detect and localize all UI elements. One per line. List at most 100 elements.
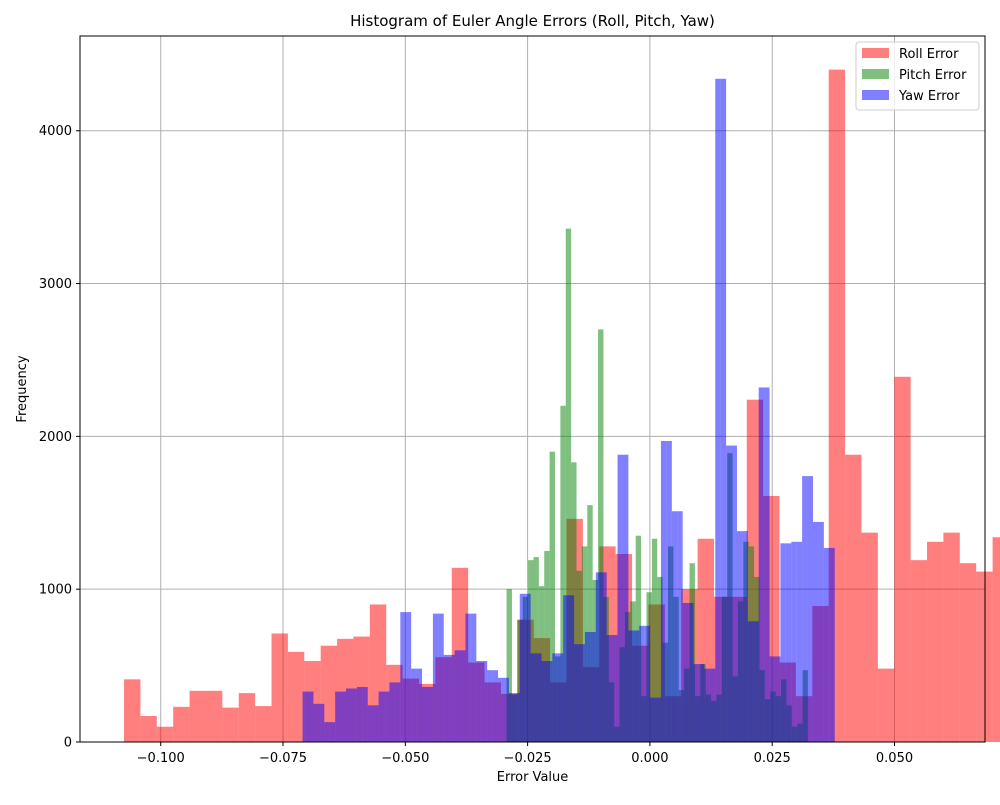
histogram-bar: [156, 726, 174, 742]
histogram-bar: [481, 661, 488, 742]
histogram-bar: [992, 537, 1000, 742]
histogram-bar: [308, 691, 314, 742]
histogram-bar: [416, 668, 423, 742]
histogram-bar: [346, 688, 352, 742]
histogram-bar: [525, 593, 531, 742]
histogram-bar: [959, 563, 977, 742]
histogram-bar: [628, 630, 634, 742]
histogram-bar: [287, 651, 305, 742]
histogram-bar: [774, 656, 781, 742]
histogram-bar: [362, 686, 368, 742]
histogram-bar: [549, 451, 556, 742]
histogram-bar: [560, 405, 566, 742]
histogram-bar: [492, 670, 499, 742]
histogram-bar: [823, 547, 830, 742]
histogram-bar: [818, 521, 824, 742]
histogram-bar: [378, 691, 385, 742]
histogram-bar: [595, 572, 602, 742]
histogram-bar: [302, 691, 309, 742]
histogram-bar: [460, 650, 466, 742]
histogram-bar: [514, 693, 520, 742]
histogram-bar: [657, 576, 663, 742]
legend: Roll Error Pitch Error Yaw Error: [855, 41, 980, 111]
histogram-bar: [324, 722, 330, 742]
histogram-bar: [612, 635, 618, 742]
histogram-bar: [606, 635, 613, 742]
legend-label: Roll Error: [899, 47, 959, 62]
histogram-bar: [546, 661, 553, 742]
histogram-bars: [124, 69, 1000, 743]
x-tick-label: 0.050: [876, 751, 913, 766]
histogram-bar: [140, 716, 157, 742]
histogram-bar: [660, 440, 667, 742]
histogram-bar: [405, 612, 412, 742]
histogram-bar: [454, 650, 461, 742]
histogram-bar: [796, 541, 803, 742]
x-tick-label: 0.000: [631, 751, 668, 766]
histogram-bar: [533, 557, 539, 742]
histogram-bar: [709, 668, 716, 742]
histogram-bar: [780, 543, 786, 742]
histogram-bar: [432, 613, 439, 742]
legend-label: Yaw Error: [898, 89, 960, 104]
histogram-bar: [877, 668, 895, 742]
histogram-bar: [313, 703, 319, 742]
histogram-bar: [367, 705, 374, 742]
histogram-bar: [351, 688, 357, 742]
histogram-bar: [536, 653, 542, 742]
histogram-bar: [487, 670, 493, 742]
histogram-bar: [671, 511, 678, 742]
histogram-bar: [861, 532, 878, 742]
histogram-bar: [340, 691, 347, 742]
histogram-bar: [574, 644, 580, 742]
histogram-bar: [579, 644, 585, 742]
histogram-bar: [894, 376, 911, 742]
histogram-bar: [764, 387, 770, 742]
histogram-bar: [769, 656, 775, 742]
histogram-bar: [503, 677, 509, 742]
histogram-bar: [742, 531, 748, 742]
histogram-bar: [124, 679, 141, 742]
histogram-bar: [726, 445, 732, 742]
legend-label: Pitch Error: [899, 68, 967, 83]
histogram-bar: [443, 654, 450, 742]
histogram-bar: [508, 693, 515, 742]
histogram-bar: [394, 682, 401, 742]
histogram-bar: [384, 691, 390, 742]
histogram-bar: [747, 621, 754, 742]
x-tick-label: −0.100: [137, 751, 185, 766]
histogram-bar: [238, 693, 256, 742]
histogram-bar: [813, 521, 819, 742]
histogram-bar: [753, 621, 759, 742]
histogram-bar: [411, 668, 417, 742]
x-axis-title: Error Value: [497, 770, 569, 785]
histogram-bar: [715, 78, 721, 742]
plot-area-frame: [79, 35, 986, 743]
histogram-bar: [698, 664, 705, 742]
histogram-bar: [758, 387, 765, 742]
histogram-bar: [530, 653, 537, 742]
histogram-bar: [438, 613, 444, 742]
histogram-bar: [427, 686, 433, 742]
histogram-bar: [927, 541, 944, 742]
x-tick-label: −0.025: [504, 751, 552, 766]
histogram-bar: [476, 661, 482, 742]
axis-ticks: −0.100 −0.075 −0.050 −0.025 0.000 0.025 0.050 0…: [39, 124, 913, 766]
histogram-bar: [655, 697, 661, 742]
histogram-bar: [465, 613, 471, 742]
legend-swatch: [862, 69, 889, 79]
histogram-bar: [498, 677, 504, 742]
chart-title: Histogram of Euler Angle Errors (Roll, P…: [350, 12, 715, 30]
histogram-bar: [400, 612, 406, 742]
legend-swatch: [862, 90, 889, 100]
histogram-bar: [650, 697, 656, 742]
histogram-bar: [222, 707, 239, 742]
histogram-bar: [205, 690, 223, 742]
histogram-bar: [651, 538, 658, 742]
histogram-bar: [565, 228, 572, 742]
histogram-bar: [693, 664, 699, 742]
x-tick-label: −0.075: [259, 751, 307, 766]
histogram-bar: [622, 454, 629, 742]
histogram-bar: [639, 625, 645, 742]
